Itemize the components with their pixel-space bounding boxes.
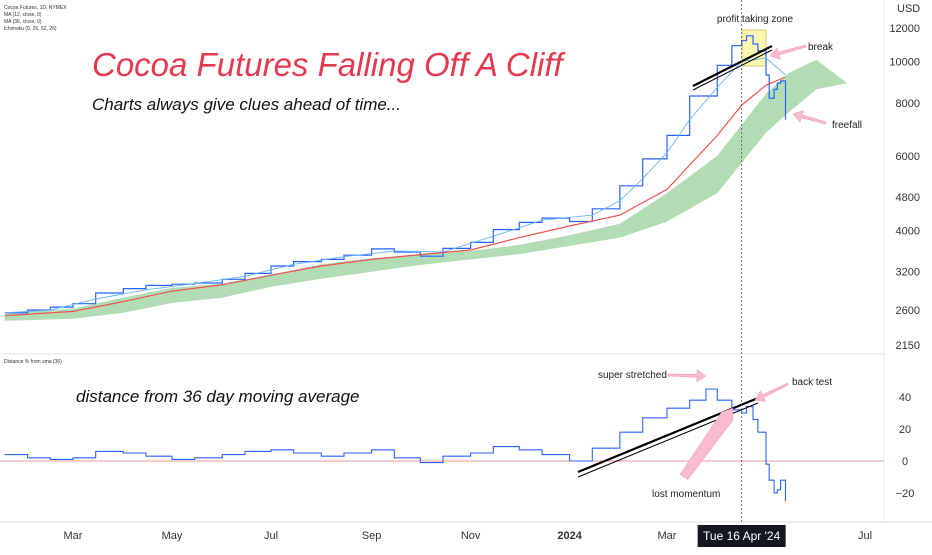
back-test-label: back test: [792, 377, 832, 388]
freefall-label: freefall: [832, 120, 862, 131]
price-tick-label: 12000: [889, 23, 920, 35]
price-trendline: [692, 45, 773, 87]
price-tick-label: 8000: [896, 98, 920, 110]
chart-subheadline: Charts always give clues ahead of time..…: [92, 95, 401, 114]
legend-distance[interactable]: Distance % from sma (36): [4, 359, 62, 365]
time-tick-label: Jul: [264, 530, 278, 542]
legend-ichimoku[interactable]: Ichimoku (9, 26, 52, 26): [4, 26, 57, 32]
time-tick-label: Nov: [461, 530, 481, 542]
price-line[interactable]: [4, 35, 787, 314]
legend-symbol[interactable]: Cocoa Futures, 1D, NYMEX: [4, 5, 67, 11]
distance-tick-label: 40: [899, 392, 911, 404]
time-tick-label: May: [162, 530, 183, 542]
time-tick-label: Mar: [64, 530, 83, 542]
price-tick-label: 4800: [896, 192, 920, 204]
time-tick-label: 2024: [557, 530, 582, 542]
back-test-arrow: [754, 382, 789, 402]
freefall-arrow: [792, 110, 827, 125]
time-tick-label: Sep: [362, 530, 382, 542]
price-tick-label: 3200: [896, 267, 920, 279]
ichimoku-cloud: [4, 59, 848, 321]
distance-tick-label: 0: [902, 456, 908, 468]
distance-panel-layer: [0, 388, 884, 501]
y-axis-unit: USD: [897, 3, 920, 15]
break-arrow: [769, 44, 807, 60]
distance-tick-label: −20: [896, 488, 915, 500]
crosshair-date-box: [697, 525, 786, 547]
time-tick-label: Jul: [858, 530, 872, 542]
annotations-layer: profit taking zone break freefall super str…: [577, 14, 862, 500]
time-tick-label: Mar: [658, 530, 677, 542]
crosshair-date-label: Tue 16 Apr '24: [703, 529, 781, 543]
price-tick-label: 10000: [889, 57, 920, 69]
price-tick-label: 4000: [896, 226, 920, 238]
chart-headline: Cocoa Futures Falling Off A Cliff: [92, 46, 567, 83]
axes-layer: 2150 2600 3200 4000 4800 6000 8000 10000 12000 −2…: [64, 23, 920, 542]
break-label: break: [808, 42, 834, 53]
price-lines-layer: [4, 35, 787, 317]
ichimoku-cloud-layer: [4, 59, 848, 321]
ma-12-line[interactable]: [4, 57, 786, 314]
price-tick-label: 2600: [896, 305, 920, 317]
price-tick-label: 2150: [896, 340, 920, 352]
profit-taking-label: profit taking zone: [717, 14, 794, 25]
price-tick-label: 6000: [896, 151, 920, 163]
lost-momentum-label: lost momentum: [652, 489, 720, 500]
distance-tick-label: 20: [899, 424, 911, 436]
price-trendline-shadow: [692, 49, 773, 91]
legend-ma-fast[interactable]: MA (12, close, 0): [4, 12, 42, 18]
distance-caption: distance from 36 day moving average: [76, 387, 360, 406]
super-stretched-arrow: [667, 369, 707, 383]
legend-ma-slow[interactable]: MA (36, close, 0): [4, 19, 42, 25]
super-stretched-label: super stretched: [598, 370, 667, 381]
ma-36-line[interactable]: [4, 76, 786, 317]
lost-momentum-arrow: [679, 407, 734, 481]
distance-line[interactable]: [4, 388, 787, 501]
